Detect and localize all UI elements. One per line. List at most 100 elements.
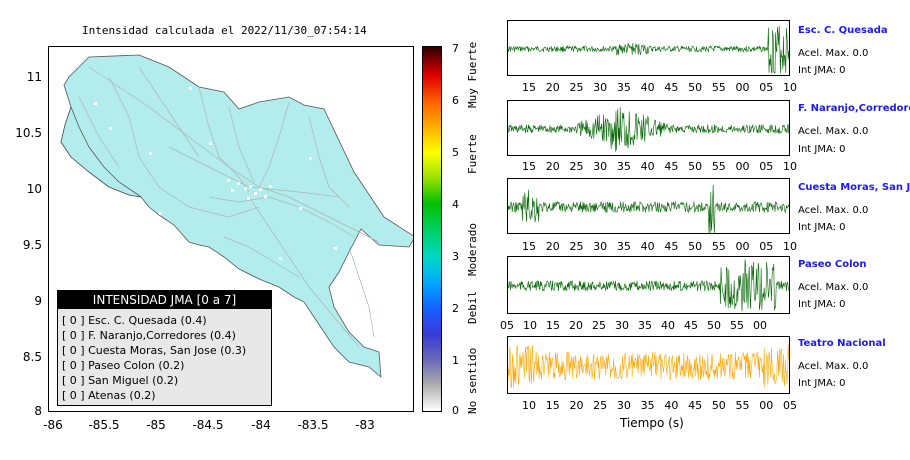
time-tick: 20: [545, 81, 560, 94]
colorbar-tick: 4: [452, 198, 459, 211]
time-tick: 55: [711, 81, 726, 94]
station-int: Int JMA: 0: [798, 299, 846, 310]
road-network: [78, 66, 380, 348]
trace-panel-1[interactable]: [507, 100, 790, 156]
lat-tick: 10.5: [15, 126, 42, 140]
time-tick: 05: [500, 319, 514, 332]
time-tick: 30: [593, 240, 608, 253]
waveform: [508, 259, 789, 312]
time-axis: 15 20 25 30 35 40 45 50 55 00 05 10: [507, 240, 797, 254]
time-tick: 10: [783, 81, 797, 94]
lat-tick: 10: [26, 182, 42, 196]
colorbar-label-debil: Debil: [466, 290, 479, 324]
time-tick: 40: [640, 81, 655, 94]
time-tick: 30: [593, 160, 608, 173]
time-tick: 45: [664, 240, 679, 253]
time-tick: 05: [759, 240, 774, 253]
lon-tick: -84.5: [192, 418, 224, 432]
time-tick: 35: [616, 81, 631, 94]
colorbar-label-no-sentido: No sentido: [466, 347, 479, 414]
lon-tick: -83: [355, 418, 375, 432]
station-int: Int JMA: 0: [798, 144, 846, 155]
time-tick: 20: [569, 399, 584, 412]
time-tick: 30: [616, 399, 631, 412]
lon-tick: -83.5: [297, 418, 329, 432]
lat-tick: 11: [26, 70, 42, 84]
time-tick: 40: [661, 319, 675, 332]
intensity-legend: INTENSIDAD JMA [0 a 7] [ 0 ] Esc. C. Que…: [57, 290, 272, 406]
costa-rica-map: [60, 54, 413, 378]
seismogram: [508, 25, 789, 74]
colorbar-tick: 3: [452, 250, 459, 263]
time-tick: 00: [759, 399, 774, 412]
time-tick: 55: [711, 240, 726, 253]
legend-item: [ 0 ] San Miguel (0.2): [62, 374, 179, 387]
time-tick: 50: [688, 240, 703, 253]
time-tick: 20: [569, 319, 583, 332]
seismogram: [508, 106, 789, 152]
seismogram: [508, 259, 789, 312]
lat-tick: 8.5: [22, 350, 42, 364]
nicoya-peninsula: [60, 105, 142, 198]
time-tick: 40: [664, 399, 679, 412]
legend-item: [ 0 ] Atenas (0.2): [62, 389, 156, 402]
station-int: Int JMA: 0: [798, 65, 846, 76]
time-tick: 20: [545, 240, 560, 253]
station-acel: Acel. Max. 0.0: [798, 282, 869, 293]
legend-item: [ 0 ] Esc. C. Quesada (0.4): [62, 314, 207, 327]
time-tick: 45: [688, 399, 703, 412]
trace-panel-2[interactable]: [507, 178, 790, 234]
time-tick: 55: [711, 160, 726, 173]
colorbar-label-moderado: Moderado: [466, 223, 479, 276]
colorbar-tick: 6: [452, 94, 459, 107]
station-acel: Acel. Max. 0.0: [798, 48, 869, 59]
lon-tick: -85.5: [88, 418, 120, 432]
trace-panel-4[interactable]: [507, 336, 790, 394]
time-tick: 10: [522, 399, 536, 412]
time-tick: 35: [616, 160, 631, 173]
time-tick: 15: [546, 319, 560, 332]
time-tick: 40: [640, 240, 655, 253]
station-name: Cuesta Moras, San Jose: [798, 182, 910, 193]
colorbar-label-fuerte: Fuerte: [466, 134, 479, 174]
time-tick: 15: [522, 81, 536, 94]
time-tick: 35: [638, 319, 652, 332]
trace-panel-3[interactable]: [507, 256, 790, 314]
time-tick: 25: [569, 81, 584, 94]
time-tick: 35: [616, 240, 631, 253]
legend-title: INTENSIDAD JMA [0 a 7]: [58, 291, 271, 309]
time-tick: 05: [759, 81, 774, 94]
colorbar-tick: 0: [452, 404, 459, 417]
colorbar-tick: 1: [452, 354, 459, 367]
time-axis: 15 20 25 30 35 40 45 50 55 00 05 10: [507, 81, 797, 95]
time-tick: 15: [522, 160, 536, 173]
time-tick: 50: [688, 160, 703, 173]
waveform: [508, 344, 789, 389]
time-tick: 05: [759, 160, 774, 173]
time-tick: 35: [640, 399, 655, 412]
seismogram: [508, 344, 789, 389]
time-axis: 10 15 20 25 30 35 40 45 50 55 00 05: [507, 399, 797, 413]
time-tick: 00: [753, 319, 767, 332]
time-tick: 45: [664, 160, 679, 173]
legend-item: [ 0 ] F. Naranjo,Corredores (0.4): [62, 329, 236, 342]
seismogram: [508, 184, 789, 233]
station-int: Int JMA: 0: [798, 222, 846, 233]
colorbar-tick: 5: [452, 146, 459, 159]
legend-item: [ 0 ] Paseo Colon (0.2): [62, 359, 185, 372]
time-axis-label: Tiempo (s): [620, 416, 684, 430]
time-tick: 10: [783, 240, 797, 253]
time-tick: 45: [684, 319, 698, 332]
time-tick: 25: [569, 160, 584, 173]
map-title: Intensidad calculada el 2022/11/30_07:54…: [82, 24, 367, 37]
lat-tick: 9.5: [22, 238, 42, 252]
time-tick: 15: [522, 240, 536, 253]
time-tick: 25: [592, 319, 606, 332]
time-tick: 25: [569, 240, 584, 253]
trace-panel-0[interactable]: [507, 20, 790, 76]
lon-tick: -84: [251, 418, 271, 432]
station-name: Teatro Nacional: [798, 338, 886, 349]
time-tick: 30: [593, 81, 608, 94]
station-name: Esc. C. Quesada: [798, 25, 888, 36]
time-tick: 10: [523, 319, 537, 332]
